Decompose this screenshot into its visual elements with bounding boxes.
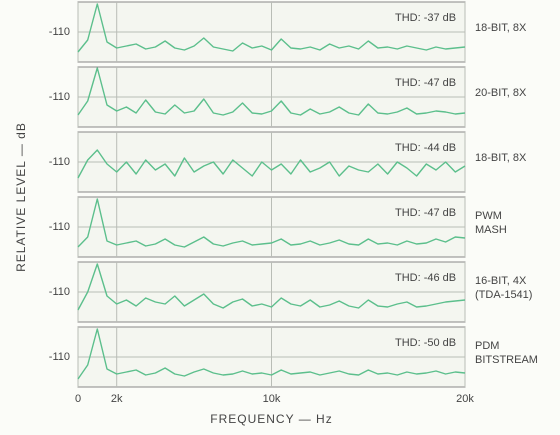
panel-label: 18-BIT, 8X	[475, 152, 527, 164]
spectrum-line	[77, 149, 466, 179]
panel-label: (TDA-1541)	[475, 289, 532, 301]
thd-annotation: THD: -44 dB	[395, 142, 456, 154]
x-tick-label: 20k	[456, 393, 474, 405]
x-axis-title: FREQUENCY — Hz	[210, 412, 332, 426]
x-tick-label: 2k	[111, 393, 123, 405]
spectrum-line	[77, 263, 466, 311]
x-tick-label: 10k	[263, 393, 281, 405]
panel-label: PDM	[475, 340, 499, 352]
spectrum-line	[77, 67, 466, 116]
spectrum-line	[77, 3, 466, 53]
panel-label: PWM	[475, 210, 502, 222]
thd-annotation: THD: -50 dB	[395, 337, 456, 349]
y-tick-label: -110	[49, 351, 70, 363]
y-tick-label: -110	[49, 286, 70, 298]
x-tick-label: 0	[75, 393, 81, 405]
panel-label: 18-BIT, 8X	[475, 22, 527, 34]
y-tick-label: -110	[49, 156, 70, 168]
y-tick-label: -110	[49, 221, 70, 233]
panel-label: BITSTREAM	[475, 354, 538, 366]
thd-annotation: THD: -47 dB	[395, 77, 456, 89]
spectrum-line	[77, 328, 466, 380]
thd-annotation: THD: -37 dB	[395, 12, 456, 24]
thd-annotation: THD: -47 dB	[395, 207, 456, 219]
spectrum-line	[77, 198, 466, 248]
y-axis-title: RELATIVE LEVEL — dB	[14, 122, 28, 272]
panel-label: 16-BIT, 4X	[475, 275, 527, 287]
y-tick-label: -110	[49, 26, 70, 38]
panel-label: 20-BIT, 8X	[475, 87, 527, 99]
panel-label: MASH	[475, 224, 507, 236]
y-tick-label: -110	[49, 91, 70, 103]
thd-annotation: THD: -46 dB	[395, 272, 456, 284]
